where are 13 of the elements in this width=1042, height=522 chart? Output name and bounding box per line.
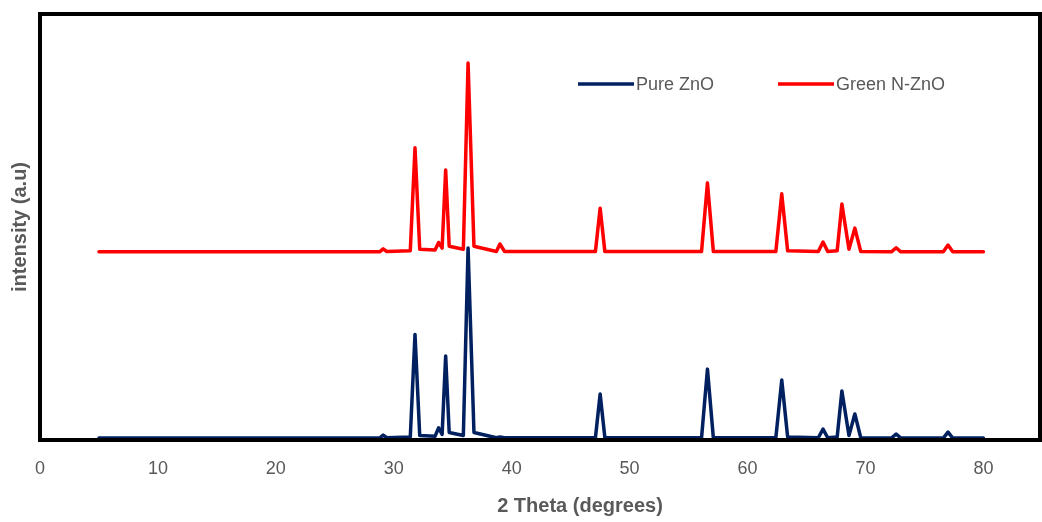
x-tick-label: 40 [501, 458, 522, 478]
x-tick-label: 80 [973, 458, 994, 478]
x-tick-label: 0 [34, 458, 46, 478]
x-tick-label: 30 [383, 458, 404, 478]
x-tick-label: 20 [265, 458, 286, 478]
legend-label: Pure ZnO [636, 74, 715, 94]
x-tick-label: 50 [619, 458, 640, 478]
x-tick-label: 70 [855, 458, 876, 478]
x-tick-label: 60 [737, 458, 758, 478]
x-axis-title: 2 Theta (degrees) [497, 494, 663, 516]
x-tick-label: 10 [147, 458, 168, 478]
y-axis-title: intensity (a.u) [8, 161, 30, 293]
legend-label: Green N-ZnO [836, 74, 946, 94]
